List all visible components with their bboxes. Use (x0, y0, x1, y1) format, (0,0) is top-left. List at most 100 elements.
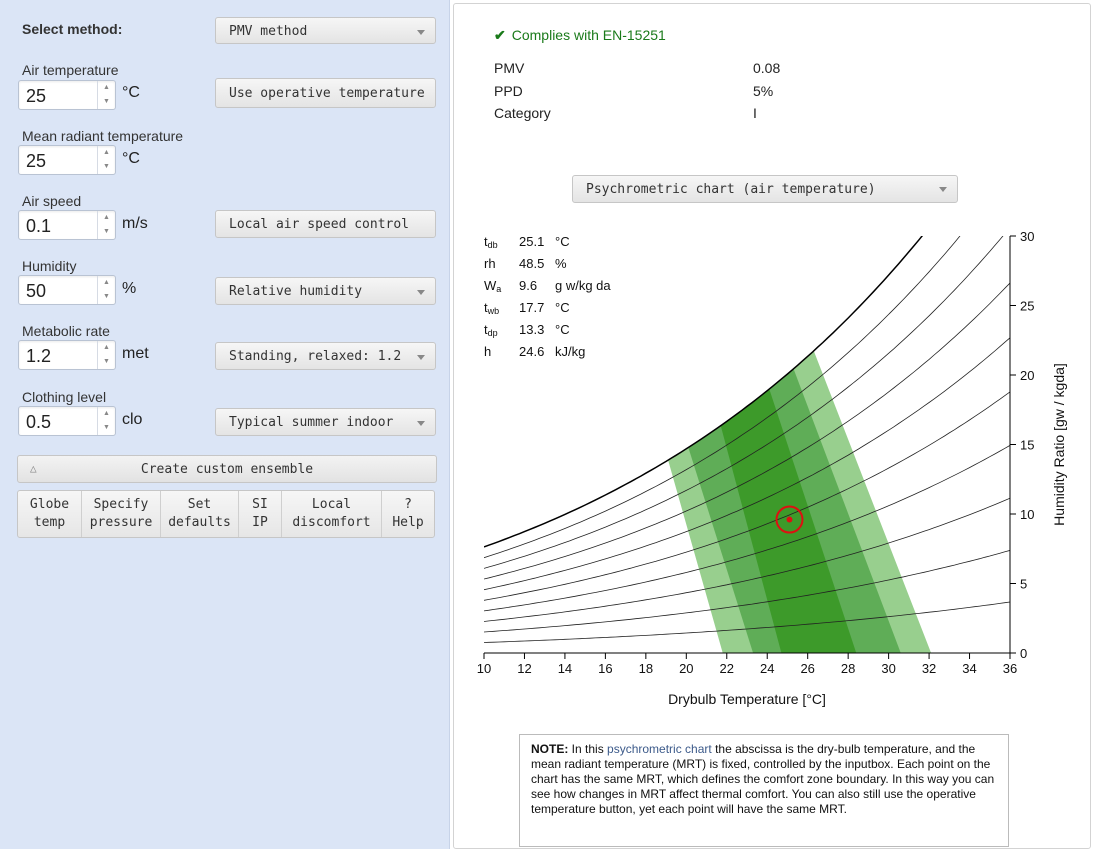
clo-label: Clothing level (22, 389, 107, 405)
psychrometric-chart[interactable]: 10 12 14 16 18 20 22 24 26 28 30 32 34 360 5 10 15 20 25 30… (454, 4, 1090, 724)
chart-type-select[interactable]: Psychrometric chart (air temperature) (572, 175, 958, 203)
category-label: Category (494, 105, 551, 121)
readout-value-3: 17.7 (519, 300, 544, 315)
met-input[interactable]: 1.2 ▲ ▼ (18, 340, 116, 370)
chart-type-value: Psychrometric chart (air temperature) (586, 182, 876, 197)
activity-select[interactable]: Standing, relaxed: 1.2 (215, 342, 436, 370)
up-arrow-icon[interactable]: ▲ (103, 410, 110, 417)
humidity-type-select[interactable]: Relative humidity (215, 277, 436, 305)
rh-curve-10 (484, 601, 1010, 643)
readout-value-4: 13.3 (519, 322, 544, 337)
readout-unit-1: % (555, 256, 567, 271)
units-toggle-button[interactable]: SI IP (239, 491, 282, 537)
clothing-select[interactable]: Typical summer indoor (215, 408, 436, 436)
up-arrow-icon[interactable]: ▲ (103, 279, 110, 286)
humidity-label: Humidity (22, 258, 77, 274)
local-air-speed-button[interactable]: Local air speed control (215, 210, 436, 238)
local-discomfort-line2: discomfort (292, 515, 371, 530)
humidity-type-value: Relative humidity (229, 284, 363, 299)
y-tick-label-30: 30 (1020, 229, 1034, 244)
rh-curve-40 (484, 445, 1010, 612)
chevron-down-icon (417, 290, 425, 295)
chevron-down-icon (417, 355, 425, 360)
air-speed-stepper[interactable]: ▲ ▼ (97, 211, 115, 239)
rh-curve-100 (484, 236, 924, 548)
humidity-input[interactable]: 50 ▲ ▼ (18, 275, 116, 305)
down-arrow-icon[interactable]: ▼ (103, 293, 110, 300)
air-temp-input[interactable]: 25 ▲ ▼ (18, 80, 116, 110)
up-arrow-icon[interactable]: ▲ (103, 214, 110, 221)
help-button[interactable]: ? Help (382, 491, 434, 537)
x-tick-label-12: 12 (517, 661, 531, 676)
air-speed-label: Air speed (22, 193, 82, 209)
up-arrow-icon[interactable]: ▲ (103, 84, 110, 91)
ppd-label: PPD (494, 83, 523, 99)
met-label: Metabolic rate (22, 323, 110, 339)
local-discomfort-button[interactable]: Local discomfort (282, 491, 382, 537)
clo-input[interactable]: 0.5 ▲ ▼ (18, 406, 116, 436)
readout-unit-3: °C (555, 300, 570, 315)
down-arrow-icon[interactable]: ▼ (103, 98, 110, 105)
specify-pressure-button[interactable]: Specify pressure (82, 491, 161, 537)
person-icon: △ (30, 462, 37, 475)
readout-symbol-1: rh (484, 256, 496, 271)
readout-value-0: 25.1 (519, 234, 544, 249)
compliance-status: ✔ Complies with EN-15251 (494, 27, 666, 44)
globe-temp-button[interactable]: Globe temp (18, 491, 82, 537)
readout-symbol-0: tdb (484, 234, 498, 250)
y-tick-label-25: 25 (1020, 299, 1034, 314)
mrt-input[interactable]: 25 ▲ ▼ (18, 145, 116, 175)
create-custom-ensemble-button[interactable]: △ Create custom ensemble (17, 455, 437, 483)
ppd-value: 5% (753, 83, 774, 99)
results-panel: ✔ Complies with EN-15251 PMV 0.08 PPD 5% … (453, 3, 1091, 849)
psychrometric-chart-link[interactable]: psychrometric chart (607, 742, 712, 756)
air-speed-unit: m/s (122, 215, 148, 232)
humidity-stepper[interactable]: ▲ ▼ (97, 276, 115, 304)
air-temp-label: Air temperature (22, 62, 119, 78)
down-arrow-icon[interactable]: ▼ (103, 358, 110, 365)
x-tick-label-34: 34 (962, 661, 976, 676)
up-arrow-icon[interactable]: ▲ (103, 344, 110, 351)
met-unit: met (122, 345, 149, 362)
rh-curve-50 (484, 391, 1010, 601)
y-tick-label-20: 20 (1020, 368, 1034, 383)
mrt-unit: °C (122, 150, 140, 167)
check-icon: ✔ (494, 27, 506, 43)
y-axis-label: Humidity Ratio [gw / kgda] (1051, 363, 1067, 526)
pmv-label: PMV (494, 60, 525, 76)
x-tick-label-28: 28 (841, 661, 855, 676)
readout-symbol-5: h (484, 344, 491, 359)
input-panel: Select method: PMV method Air temperatur… (0, 0, 450, 849)
globe-temp-line2: temp (33, 515, 66, 530)
up-arrow-icon[interactable]: ▲ (103, 149, 110, 156)
readout-unit-2: g w/kg da (555, 278, 611, 293)
x-tick-label-32: 32 (922, 661, 936, 676)
chevron-down-icon (417, 30, 425, 35)
x-axis-label: Drybulb Temperature [°C] (668, 691, 826, 707)
x-tick-label-30: 30 (881, 661, 895, 676)
pmv-value: 0.08 (753, 60, 781, 76)
local-discomfort-line1: Local (311, 497, 352, 512)
set-defaults-button[interactable]: Set defaults (161, 491, 239, 537)
down-arrow-icon[interactable]: ▼ (103, 163, 110, 170)
readout-value-5: 24.6 (519, 344, 544, 359)
air-speed-input[interactable]: 0.1 ▲ ▼ (18, 210, 116, 240)
clo-stepper[interactable]: ▲ ▼ (97, 407, 115, 435)
clo-unit: clo (122, 411, 143, 428)
air-temp-stepper[interactable]: ▲ ▼ (97, 81, 115, 109)
x-tick-label-36: 36 (1003, 661, 1017, 676)
down-arrow-icon[interactable]: ▼ (103, 228, 110, 235)
readout-symbol-3: twb (484, 300, 499, 316)
rh-curve-70 (484, 282, 1010, 580)
operative-temp-button[interactable]: Use operative temperature (215, 78, 436, 108)
method-select[interactable]: PMV method (215, 17, 436, 44)
help-label: Help (392, 515, 424, 530)
down-arrow-icon[interactable]: ▼ (103, 424, 110, 431)
air-speed-value: 0.1 (26, 216, 52, 236)
met-stepper[interactable]: ▲ ▼ (97, 341, 115, 369)
mrt-value: 25 (26, 151, 47, 171)
readout-value-2: 9.6 (519, 278, 537, 293)
set-defaults-line1: Set (187, 497, 212, 512)
mrt-stepper[interactable]: ▲ ▼ (97, 146, 115, 174)
rh-curve-80 (484, 236, 1004, 569)
